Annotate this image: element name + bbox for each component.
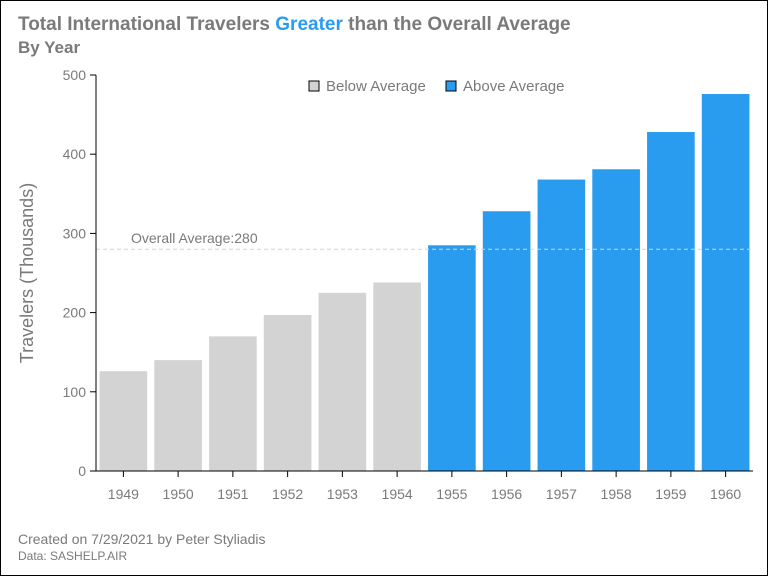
chart-title: Total International Travelers Greater th… — [18, 14, 571, 35]
y-tick-label-200: 200 — [63, 305, 87, 321]
x-tick-label-1954: 1954 — [382, 486, 413, 502]
reference-line-label: Overall Average:280 — [131, 230, 258, 246]
y-axis-label: Travelers (Thousands) — [17, 183, 37, 363]
x-tick-label-1959: 1959 — [655, 486, 686, 502]
bar-1955 — [428, 245, 476, 471]
x-tick-label-1958: 1958 — [601, 486, 632, 502]
y-tick-label-500: 500 — [63, 67, 87, 83]
x-tick-label-1957: 1957 — [546, 486, 577, 502]
legend-swatch-above — [445, 80, 457, 92]
bar-1957 — [537, 179, 586, 472]
x-tick-label-1952: 1952 — [272, 486, 303, 502]
bar-1954 — [373, 282, 421, 471]
x-tick-label-1951: 1951 — [217, 486, 248, 502]
footer-created: Created on 7/29/2021 by Peter Styliadis — [18, 531, 266, 547]
bar-1952 — [263, 314, 312, 471]
legend-label-below: Below Average — [326, 78, 426, 95]
title-highlight: Greater — [275, 14, 343, 35]
x-tick-label-1960: 1960 — [710, 486, 741, 502]
bar-1960 — [701, 94, 750, 471]
y-tick-label-100: 100 — [63, 384, 87, 400]
y-tick-label-400: 400 — [63, 146, 87, 162]
bar-1951 — [209, 336, 257, 471]
bar-1956 — [482, 211, 531, 471]
chart-subtitle: By Year — [18, 38, 81, 57]
y-tick-label-0: 0 — [78, 463, 86, 479]
bar-1959 — [647, 132, 695, 471]
bar-1953 — [318, 292, 367, 471]
x-tick-label-1950: 1950 — [163, 486, 194, 502]
x-tick-label-1953: 1953 — [327, 486, 358, 502]
legend-swatch-below — [308, 80, 320, 92]
y-tick-label-300: 300 — [63, 225, 87, 241]
x-tick-label-1949: 1949 — [108, 486, 139, 502]
x-tick-label-1956: 1956 — [491, 486, 522, 502]
x-tick-label-1955: 1955 — [436, 486, 467, 502]
footer-source: Data: SASHELP.AIR — [18, 549, 128, 563]
bar-1958 — [592, 169, 640, 471]
bar-1949 — [99, 371, 148, 471]
bar-1950 — [154, 360, 202, 471]
legend-label-above: Above Average — [463, 78, 564, 95]
